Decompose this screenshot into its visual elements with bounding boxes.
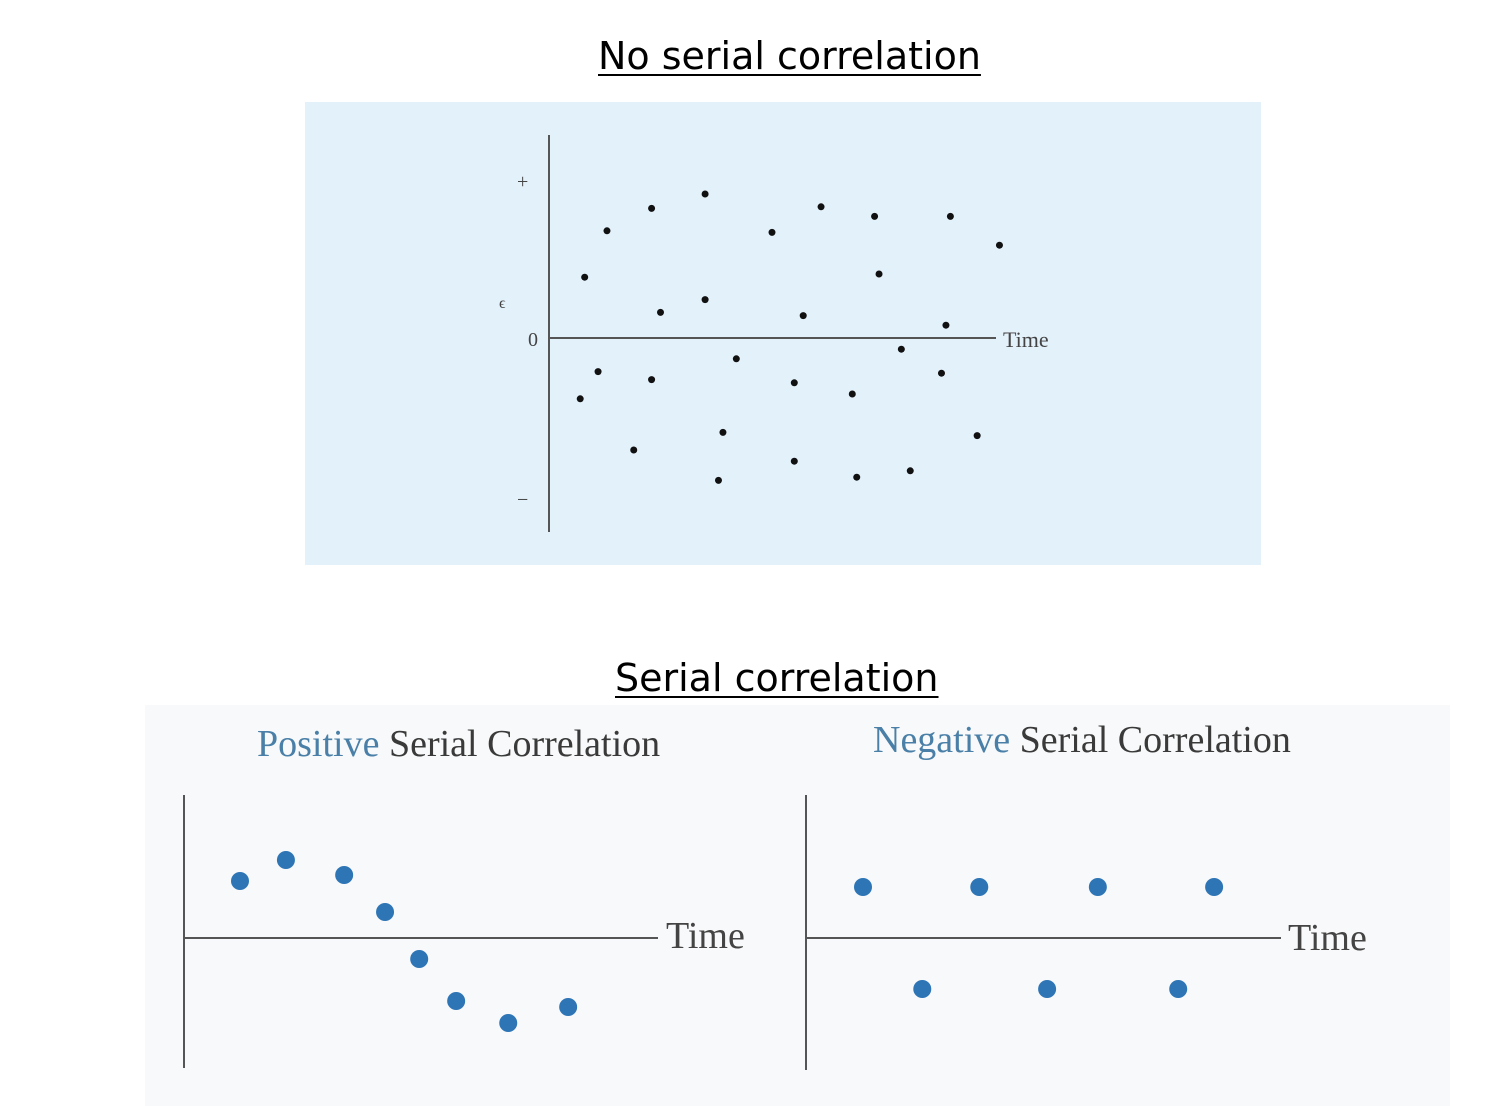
negative-chart: Time (805, 795, 1367, 1070)
data-point (594, 368, 602, 376)
data-point (603, 227, 611, 235)
x-axis-label: Time (666, 915, 745, 957)
y-axis-label: ϵ (499, 295, 506, 312)
positive-points (231, 851, 578, 1032)
data-point (701, 190, 709, 198)
data-point (875, 270, 883, 278)
heading-no-serial-correlation: No serial correlation (598, 34, 981, 78)
data-point (576, 395, 584, 403)
data-point (790, 457, 798, 465)
y-tick-minus: − (517, 489, 528, 511)
data-point (648, 204, 656, 212)
data-point (906, 467, 914, 475)
data-point (559, 998, 578, 1016)
data-point (790, 379, 798, 387)
title-rest: Serial Correlation (1010, 719, 1291, 761)
data-point (897, 345, 905, 353)
positive-chart: Time (183, 795, 745, 1068)
data-point (854, 878, 872, 896)
data-point (657, 308, 664, 316)
data-point (732, 355, 740, 363)
data-point (1169, 980, 1188, 998)
data-point (410, 950, 429, 968)
x-axis-label: Time (1288, 917, 1367, 959)
bottom-charts-background (145, 705, 1450, 1106)
data-point (276, 851, 295, 869)
data-point (1205, 878, 1224, 896)
y-tick-zero: 0 (528, 329, 538, 351)
negative-chart-title: Negative Serial Correlation (873, 718, 1291, 762)
heading-serial-correlation: Serial correlation (615, 656, 939, 700)
data-point (995, 241, 1003, 249)
x-axis-label: Time (1003, 327, 1049, 352)
data-point (946, 212, 954, 220)
data-point (376, 903, 395, 921)
data-point (913, 980, 932, 998)
data-point (942, 321, 950, 329)
data-point (937, 369, 945, 377)
data-point (231, 872, 249, 890)
data-point (447, 992, 466, 1010)
positive-chart-title: Positive Serial Correlation (257, 722, 660, 766)
data-point (1088, 878, 1107, 896)
title-accent: Negative (873, 719, 1011, 761)
data-point (1038, 980, 1057, 998)
top-chart-background (305, 102, 1261, 565)
title-accent: Positive (257, 723, 380, 765)
data-point (581, 273, 589, 281)
data-point (714, 476, 722, 484)
data-point (871, 212, 879, 220)
data-point (335, 866, 354, 884)
data-point (630, 446, 638, 454)
data-point (970, 878, 989, 896)
data-point (499, 1014, 518, 1032)
data-point (853, 473, 861, 481)
top-points (576, 190, 1003, 484)
data-point (719, 428, 727, 436)
data-point (648, 376, 656, 384)
y-tick-plus: + (517, 171, 528, 193)
title-rest: Serial Correlation (379, 723, 661, 765)
data-point (817, 203, 825, 211)
data-point (848, 390, 856, 398)
top-chart: + 0 − ϵ Time (499, 135, 1049, 532)
negative-points (854, 878, 1224, 998)
data-point (973, 432, 981, 440)
data-point (701, 296, 709, 304)
data-point (768, 228, 776, 236)
data-point (799, 312, 807, 320)
